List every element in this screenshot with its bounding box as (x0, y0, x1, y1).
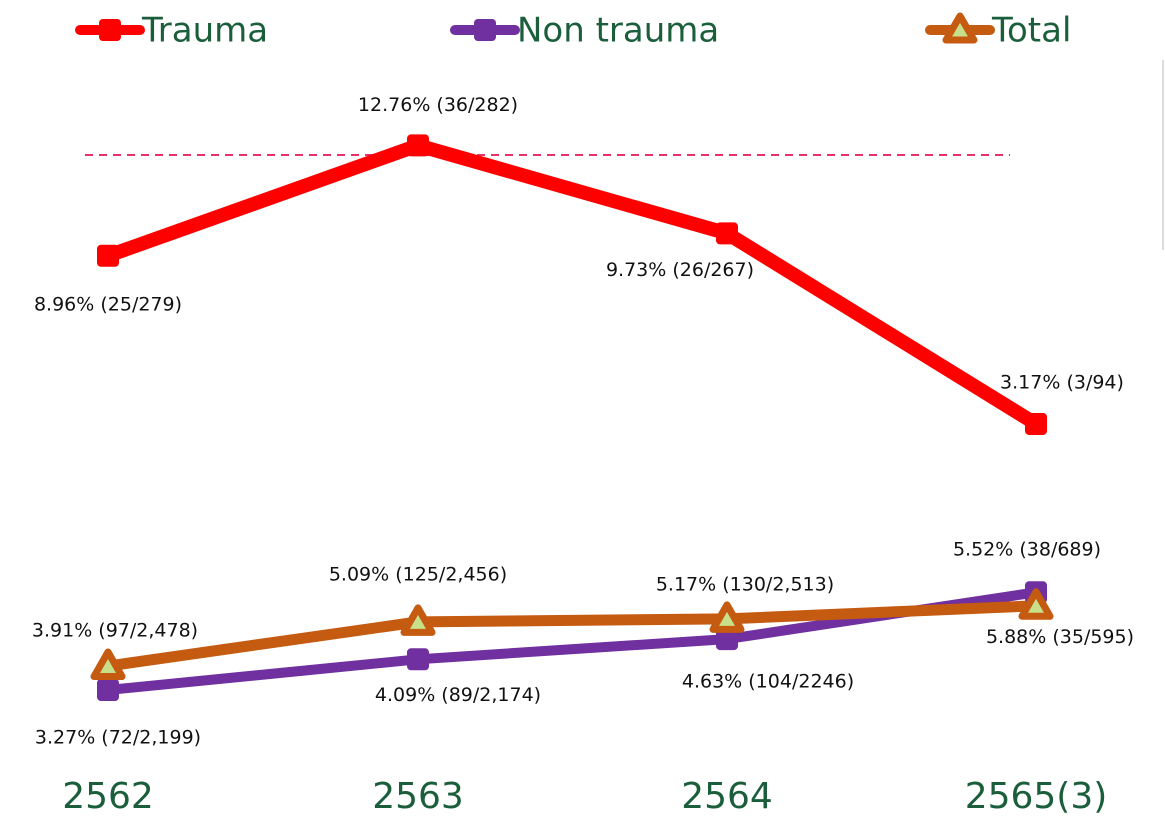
data-label: 3.91% (97/2,478) (32, 620, 198, 642)
marker (407, 648, 429, 671)
data-label: 8.96% (25/279) (34, 293, 182, 315)
data-label: 5.88% (35/595) (986, 626, 1134, 648)
marker (1025, 412, 1047, 435)
legend-marker (99, 19, 121, 41)
data-label: 5.52% (38/689) (953, 538, 1101, 560)
marker (97, 679, 119, 701)
legend-label: Non trauma (517, 11, 719, 51)
data-label: 9.73% (26/267) (606, 259, 754, 281)
marker (407, 134, 429, 157)
data-label: 12.76% (36/282) (358, 94, 518, 116)
marker (400, 604, 436, 636)
data-label: 3.27% (72/2,199) (35, 727, 201, 749)
data-label: 4.09% (89/2,174) (375, 684, 541, 706)
marker (97, 244, 119, 267)
marker (716, 628, 738, 651)
series-line (102, 600, 1042, 672)
legend-label: Total (991, 11, 1071, 51)
legend-label: Trauma (141, 11, 268, 51)
x-tick-label: 2565(3) (965, 776, 1108, 817)
marker (709, 601, 745, 633)
data-label: 5.09% (125/2,456) (329, 563, 507, 585)
x-tick-label: 2564 (681, 776, 773, 817)
marker (716, 222, 738, 245)
legend-marker (942, 12, 978, 44)
data-label: 5.17% (130/2,513) (656, 573, 834, 595)
legend-marker (474, 19, 496, 41)
x-tick-label: 2563 (372, 776, 464, 817)
marker (1018, 588, 1054, 620)
series-line (101, 138, 1043, 431)
data-label: 3.17% (3/94) (1000, 371, 1124, 393)
data-label: 4.63% (104/2246) (682, 671, 854, 693)
marker (90, 648, 126, 681)
x-tick-label: 2562 (62, 776, 154, 817)
